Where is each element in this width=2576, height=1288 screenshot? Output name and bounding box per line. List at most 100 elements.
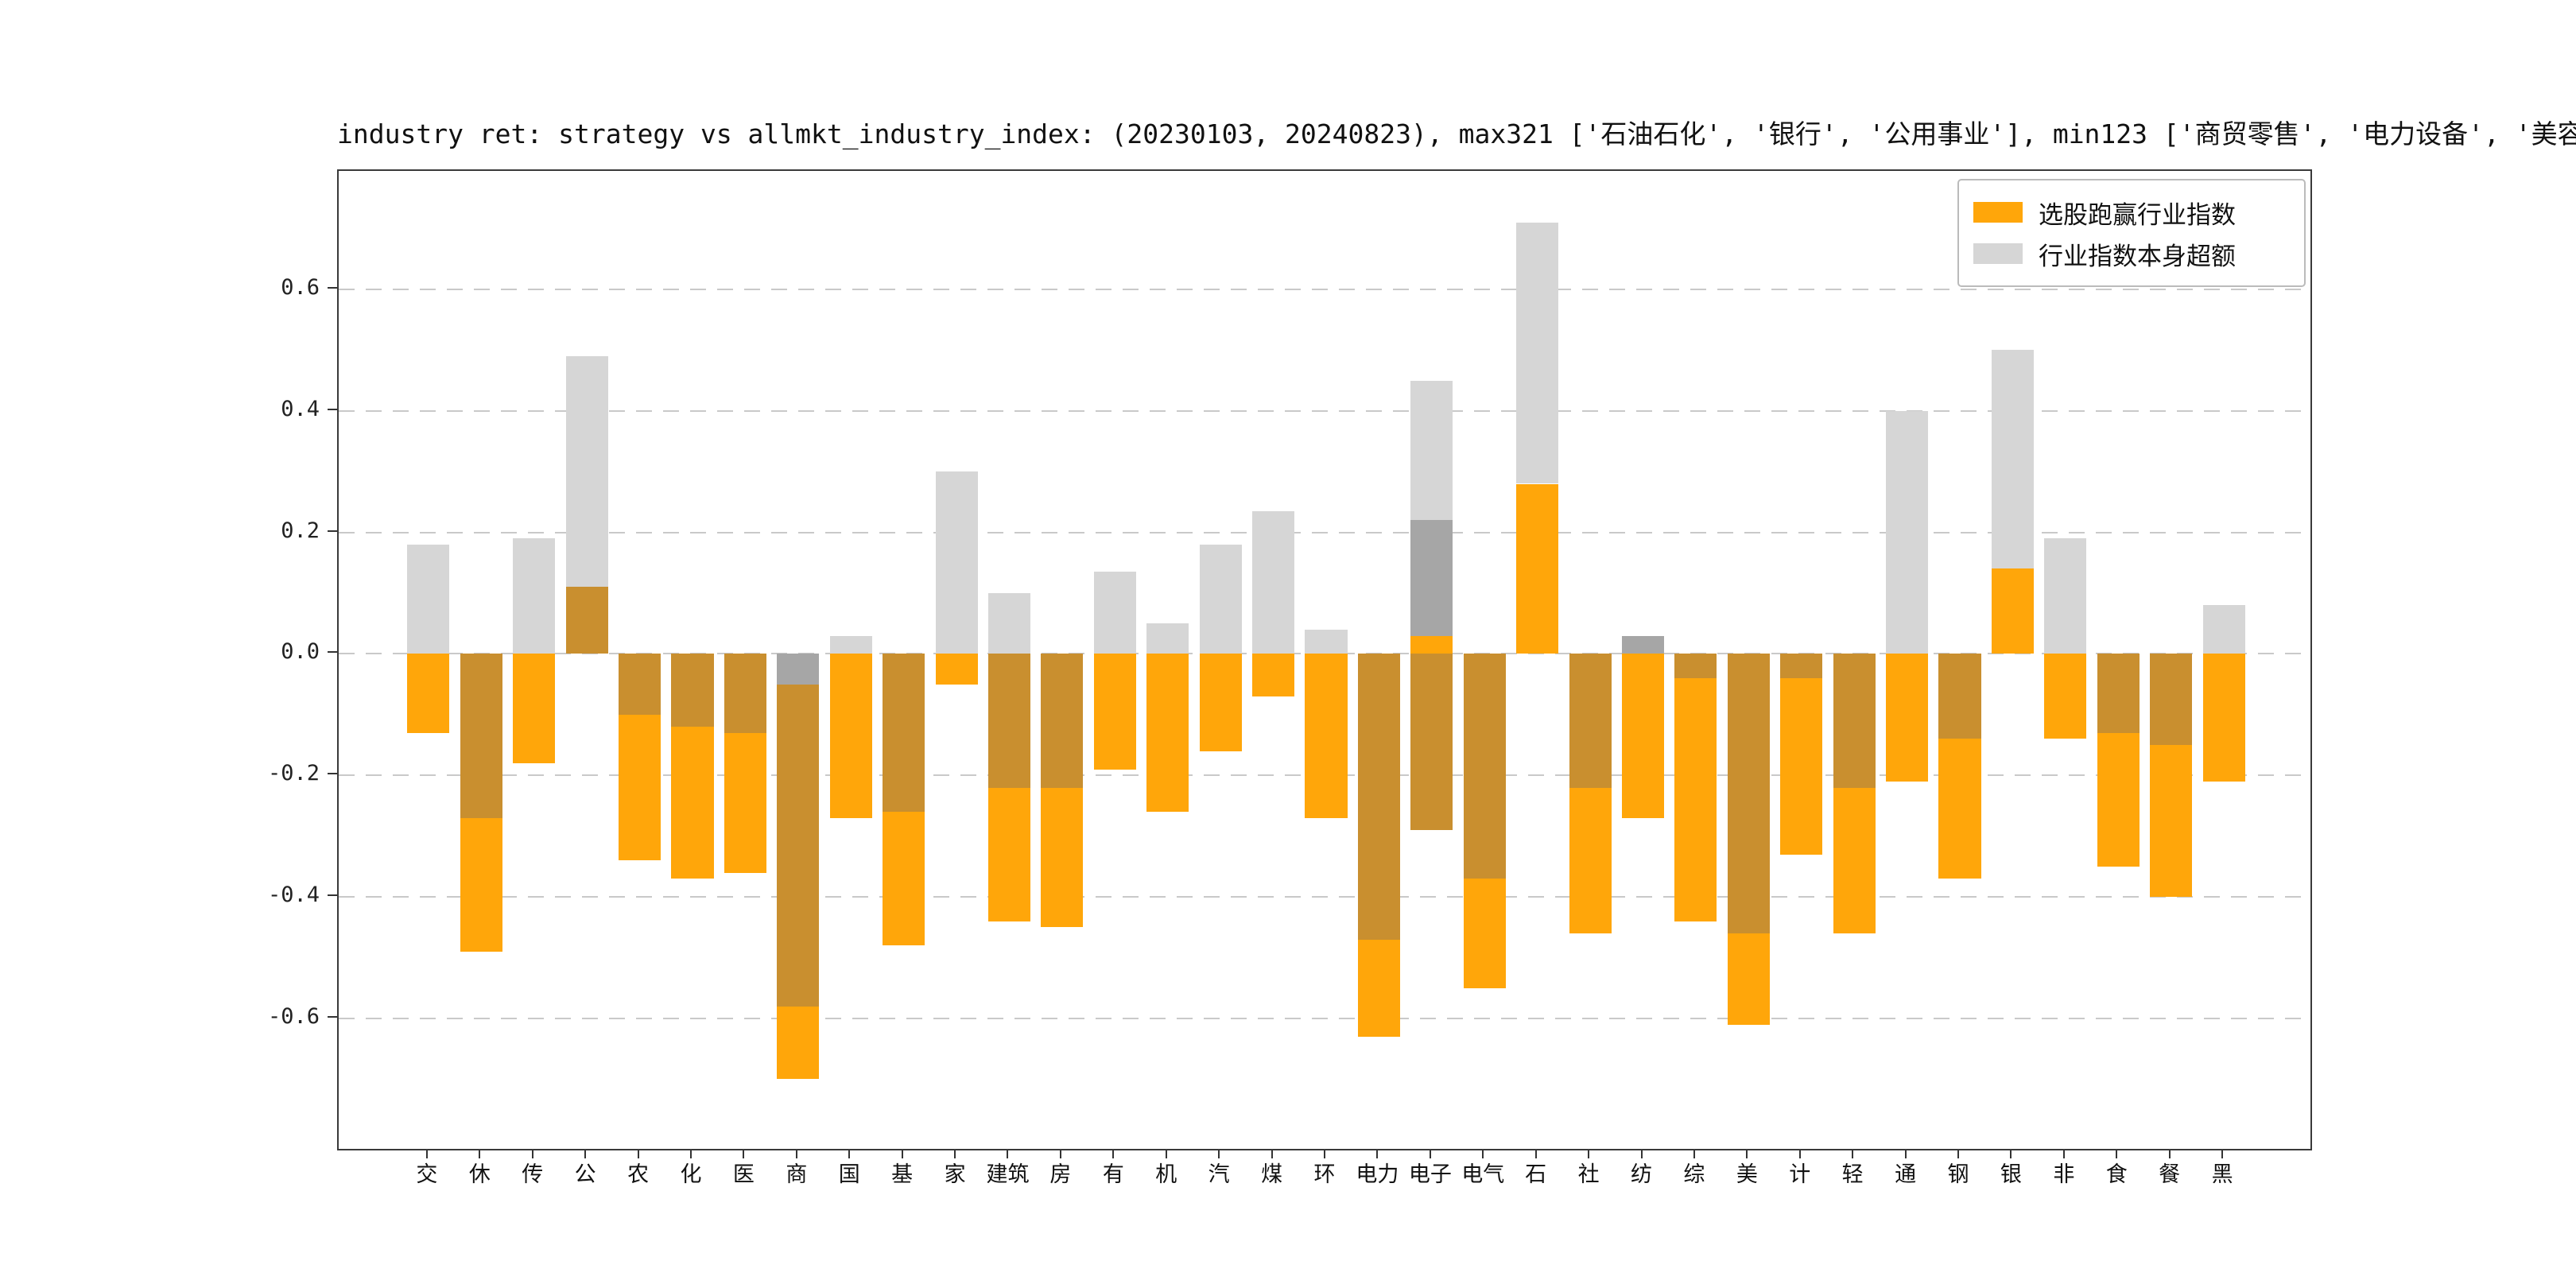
x-tick-label-商: 商 [786,1162,808,1187]
bar-segment-餐 [2150,654,2193,746]
bar-segment-煤 [1252,654,1295,696]
bar-segment-银 [1991,568,2034,654]
x-tick-label-计: 计 [1789,1162,1811,1187]
x-tick-label-家: 家 [944,1162,966,1187]
y-tick-label: -0.2 [267,761,320,786]
legend-label-index-excess: 行业指数本身超额 [2039,242,2236,271]
bar-segment-食 [2097,654,2140,733]
bar-segment-公 [565,587,608,654]
y-tick-label: 0.6 [281,274,320,300]
bar-segment-社 [1569,654,1612,788]
bar-segment-商 [777,654,820,685]
bar-segment-电子 [1410,654,1453,831]
x-tick-mark [531,1150,533,1158]
x-tick-mark [1271,1150,1273,1158]
bar-segment-通 [1886,410,1929,654]
x-tick-label-钢: 钢 [1947,1162,1969,1187]
x-tick-mark [637,1150,639,1158]
x-tick-label-农: 农 [627,1162,650,1187]
x-tick-label-有: 有 [1102,1162,1124,1187]
bar-segment-交 [407,654,450,733]
bar-segment-建筑 [987,787,1031,921]
bar-segment-电子 [1410,635,1453,654]
y-tick-mark [328,286,337,289]
x-tick-mark [1852,1150,1854,1158]
x-tick-label-房: 房 [1049,1162,1072,1187]
bar-segment-综 [1674,678,1717,921]
bar-segment-建筑 [987,593,1031,654]
x-tick-label-电气: 电气 [1461,1162,1505,1187]
bar-segment-家 [935,471,978,654]
bar-segment-非 [2044,538,2087,654]
bar-segment-计 [1780,654,1823,678]
x-tick-mark [1324,1150,1325,1158]
bar-segment-汽 [1199,544,1242,654]
x-tick-mark [1112,1150,1115,1158]
x-tick-label-基: 基 [891,1162,914,1187]
legend: 选股跑赢行业指数 行业指数本身超额 [1957,179,2306,287]
x-tick-mark [2221,1150,2224,1158]
bar-segment-医 [724,732,766,873]
x-tick-label-黑: 黑 [2211,1162,2233,1187]
bar-segment-电气 [1463,654,1506,879]
bar-segment-基 [883,654,925,813]
y-tick-label: -0.6 [267,1003,320,1029]
bar-segment-通 [1886,654,1929,782]
x-tick-label-医: 医 [732,1162,755,1187]
y-tick-label: -0.4 [267,883,320,908]
bar-segment-食 [2097,732,2140,867]
bar-segment-商 [777,684,820,1007]
bar-segment-传 [513,654,556,763]
x-tick-mark [901,1150,903,1158]
x-tick-mark [1429,1150,1431,1158]
x-tick-label-煤: 煤 [1261,1162,1283,1187]
bar-segment-环 [1305,629,1348,654]
x-tick-mark [1957,1150,1959,1158]
bar-segment-钢 [1938,654,1981,739]
x-tick-label-美: 美 [1736,1162,1758,1187]
y-tick-mark [328,408,337,410]
y-tick-mark [328,530,337,532]
legend-swatch-gray [1973,243,2023,264]
x-tick-label-银: 银 [2000,1162,2022,1187]
bar-segment-公 [565,356,608,588]
x-tick-label-纺: 纺 [1631,1162,1652,1187]
bar-segment-环 [1305,654,1348,818]
y-tick-mark [328,773,337,775]
bar-segment-化 [671,654,714,727]
x-tick-label-非: 非 [2053,1162,2075,1187]
bar-segment-机 [1146,654,1189,813]
bar-segment-国 [829,635,872,654]
legend-item-strategy: 选股跑赢行业指数 [1973,192,2290,233]
plot-area: 选股跑赢行业指数 行业指数本身超额 [337,169,2312,1150]
x-tick-label-通: 通 [1895,1162,1917,1187]
gridline [339,1017,2310,1019]
x-tick-label-餐: 餐 [2159,1162,2181,1187]
x-tick-mark [1904,1150,1907,1158]
gridline [339,409,2310,412]
x-tick-mark [1588,1150,1590,1158]
legend-swatch-orange [1973,202,2023,223]
x-tick-label-休: 休 [468,1162,491,1187]
x-tick-label-建筑: 建筑 [986,1162,1030,1187]
bar-segment-传 [513,538,556,654]
x-tick-label-公: 公 [574,1162,596,1187]
x-tick-label-环: 环 [1313,1162,1336,1187]
chart-title: industry ret: strategy vs allmkt_industr… [337,118,2576,149]
bar-segment-餐 [2150,745,2193,898]
x-tick-label-食: 食 [2105,1162,2128,1187]
bar-segment-机 [1146,623,1189,654]
y-tick-label: 0.0 [281,639,320,665]
gridline [339,288,2310,290]
x-tick-label-国: 国 [838,1162,860,1187]
x-tick-mark [1007,1150,1009,1158]
x-tick-label-电子: 电子 [1408,1162,1452,1187]
bar-segment-美 [1727,654,1770,933]
bar-segment-计 [1780,678,1823,855]
bar-segment-综 [1674,654,1717,678]
bar-segment-电子 [1410,520,1453,636]
y-tick-mark [328,651,337,654]
bar-segment-美 [1727,933,1770,1025]
x-tick-mark [689,1150,692,1158]
